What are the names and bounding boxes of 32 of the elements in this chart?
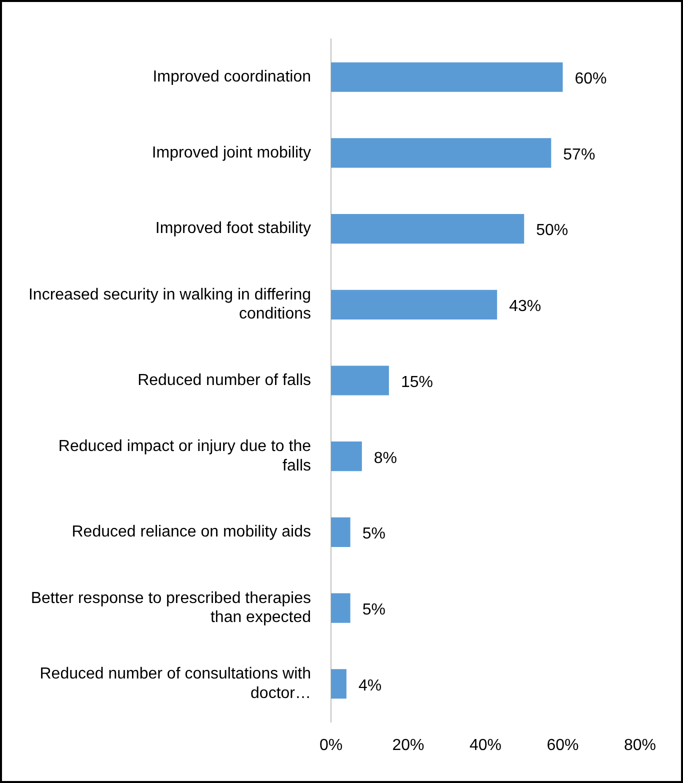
data-label: 43% — [509, 298, 542, 316]
x-tick-label: 0% — [319, 736, 343, 754]
bar — [331, 593, 350, 623]
y-tick-label: Reduced impact or injury due to the falls — [58, 438, 312, 474]
bar — [331, 138, 552, 168]
bar — [331, 366, 389, 396]
y-tick-label: Improved foot stability — [155, 220, 311, 238]
y-tick-label: Better response to prescribed therapies than expected — [30, 590, 311, 626]
y-tick-label: Reduced reliance on mobility aids — [72, 524, 311, 541]
x-tick-label: 40% — [469, 736, 502, 754]
bar — [331, 214, 524, 244]
data-label: 15% — [400, 374, 433, 391]
bar — [331, 290, 498, 320]
bar — [331, 517, 350, 547]
y-tick-label: Reduced number of consultations with doctor… — [40, 666, 311, 702]
bar — [331, 669, 346, 699]
y-tick-label: Improved coordination — [152, 68, 311, 86]
bar — [331, 442, 362, 472]
y-tick-label: Increased security in walking in differing conditions — [28, 286, 311, 323]
data-label: 5% — [362, 601, 386, 618]
data-label: 57% — [563, 146, 596, 164]
y-tick-label: Reduced number of falls — [138, 372, 311, 389]
x-tick-label: 80% — [624, 736, 656, 754]
data-label: 5% — [362, 526, 386, 543]
x-tick-label: 60% — [546, 736, 579, 754]
data-label: 50% — [536, 222, 568, 240]
data-label: 4% — [358, 677, 382, 694]
data-label: 8% — [374, 450, 398, 467]
bar — [331, 62, 563, 92]
y-tick-label: Improved joint mobility — [152, 144, 311, 162]
x-tick-label: 20% — [392, 736, 424, 754]
data-label: 60% — [574, 70, 607, 88]
